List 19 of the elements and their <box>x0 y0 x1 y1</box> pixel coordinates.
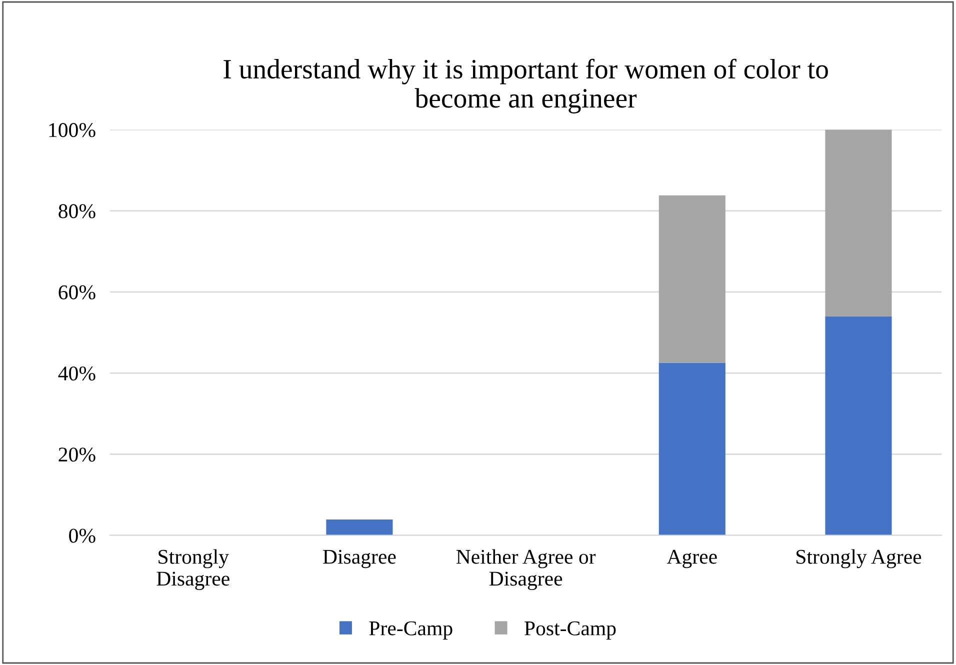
bar <box>825 316 892 536</box>
legend-label: Pre-Camp <box>369 621 452 640</box>
bar <box>658 195 726 363</box>
x-tick-label: Strongly Agree <box>796 549 922 568</box>
y-tick-label: 0% <box>69 528 96 543</box>
x-tick-label: Disagree <box>323 550 396 568</box>
y-tick-label: 80% <box>58 204 96 218</box>
bar <box>326 520 393 536</box>
y-tick-label: 100% <box>49 123 96 138</box>
x-tick-label: Strongly Disagree <box>156 549 230 590</box>
x-tick-label: Agree <box>666 550 717 568</box>
bar <box>825 130 892 316</box>
bar <box>658 362 726 536</box>
legend-label: Post-Camp <box>524 621 616 640</box>
x-tick-label: Neither Agree or Disagree <box>456 549 596 590</box>
y-tick-label: 60% <box>58 285 96 300</box>
y-tick-label: 40% <box>58 366 96 381</box>
y-tick-label: 20% <box>58 448 96 462</box>
chart-title: I understand why it is important for women of color to become an engineer <box>224 58 828 114</box>
